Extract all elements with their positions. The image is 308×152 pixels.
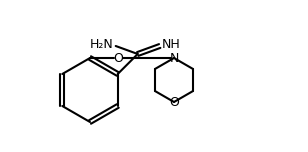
Text: H₂N: H₂N: [90, 38, 114, 52]
Text: O: O: [113, 52, 123, 64]
Text: NH: NH: [162, 38, 180, 52]
Text: N: N: [169, 52, 179, 64]
Text: O: O: [169, 95, 179, 109]
